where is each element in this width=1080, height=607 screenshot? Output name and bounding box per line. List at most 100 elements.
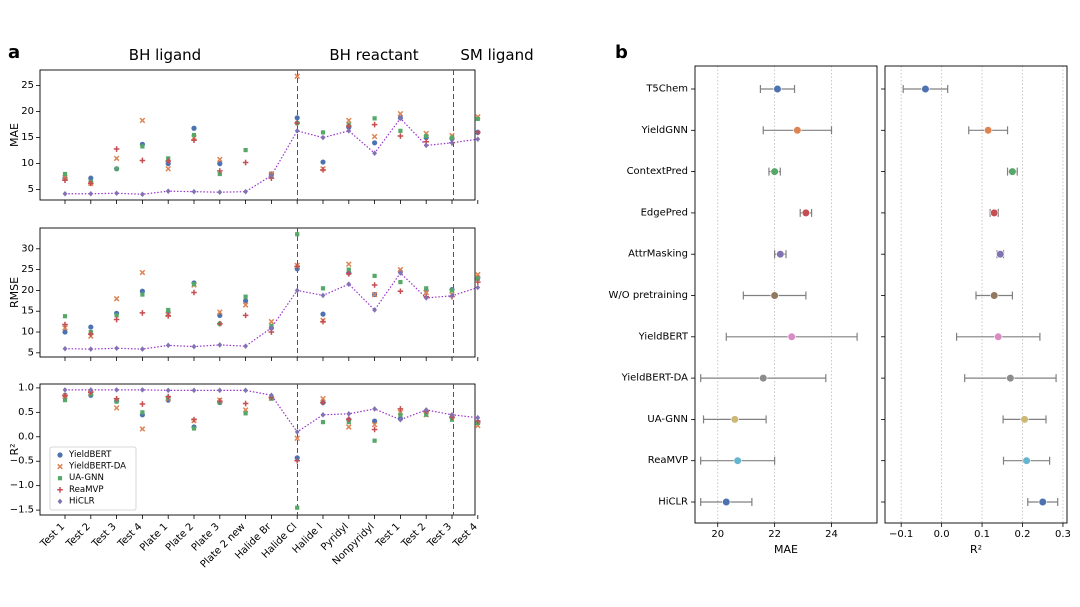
mae-point-reamvp (371, 121, 378, 128)
r2-point-yieldbert (294, 455, 300, 461)
mae-point-yieldbert (372, 140, 378, 146)
rmse-ytick-label: 5 (28, 347, 34, 358)
r2-b-point-yieldbert (994, 332, 1003, 341)
rmse-point-reamvp (242, 312, 249, 319)
mae-point-ua-gnn (424, 133, 429, 139)
mae-point-ua-gnn (217, 171, 222, 177)
rmse-point-hiclr (294, 287, 300, 294)
rmse-point-hiclr (423, 295, 429, 301)
r2-point-reamvp (371, 426, 378, 433)
r2-ytick-label: 1.0 (18, 382, 34, 393)
rmse-point-ua-gnn (62, 314, 68, 319)
rmse-point-yieldbert-da (345, 261, 352, 268)
legend-marker-ua-gnn (57, 476, 63, 481)
panel-label-a: a (8, 42, 20, 63)
mae-b-point-t5chem (773, 84, 782, 94)
r2-point-ua-gnn (243, 411, 248, 416)
r2-point-reamvp (113, 395, 120, 402)
row-label-edgepred: EdgePred (641, 207, 688, 218)
mae-point-hiclr (346, 128, 352, 134)
row-label-yieldbert-da: YieldBERT-DA (621, 373, 689, 384)
rmse-point-ua-gnn (346, 267, 351, 272)
mae-b-point-attrmasking (776, 250, 785, 259)
mae-b-point-edgepred (801, 208, 811, 217)
rmse-ytick-label: 25 (21, 264, 34, 275)
mae-b-xtick-label: 20 (711, 529, 724, 540)
r2-ytick-label: 0.5 (18, 407, 34, 418)
mae-ytick-label: 15 (21, 132, 34, 143)
mae-point-reamvp (113, 146, 120, 152)
rmse-point-hiclr (398, 270, 403, 276)
r2-point-ua-gnn (320, 420, 326, 425)
mae-ytick-label: 10 (21, 158, 34, 169)
rmse-point-hiclr (191, 343, 197, 350)
mae-point-reamvp (346, 123, 352, 129)
mae-point-reamvp (139, 157, 146, 164)
rmse-point-hiclr (243, 343, 248, 349)
r2-ytick-label: −1.5 (10, 505, 34, 516)
r2-point-hiclr (191, 387, 197, 394)
r2-point-yieldbert-da (139, 426, 146, 432)
mae-b-point-ua-gnn (730, 415, 739, 424)
r2-point-hiclr (243, 387, 248, 394)
mae-ytick-label: 20 (21, 106, 34, 117)
mae-point-ua-gnn (114, 166, 119, 171)
row-label-w-o-pretraining: W/O pretraining (609, 290, 688, 301)
mae-point-hiclr (62, 190, 68, 197)
r2-point-ua-gnn (295, 505, 300, 510)
panel-label-b: b (615, 42, 628, 63)
mae-b-point-yieldgnn (793, 126, 802, 135)
mae-point-yieldbert (191, 125, 197, 131)
mae-point-hiclr (320, 134, 326, 141)
mae-point-hiclr (140, 191, 145, 198)
rmse-point-ua-gnn (424, 286, 429, 291)
rmse-point-yieldbert-da (113, 295, 120, 302)
xtick-label-test-2: Test 2 (399, 521, 428, 550)
mae-point-reamvp (397, 133, 404, 139)
r2-point-ua-gnn (424, 412, 429, 417)
mae-ytick-label: 5 (28, 184, 34, 195)
r2-point-ua-gnn (398, 412, 403, 417)
r2-point-hiclr (346, 411, 352, 417)
r2-point-hiclr (114, 387, 119, 393)
rmse-point-yieldbert-da (397, 266, 404, 273)
mae-point-hiclr (294, 128, 300, 134)
rmse-point-reamvp (113, 316, 120, 323)
mae-point-hiclr (217, 189, 223, 195)
r2-point-ua-gnn (372, 438, 377, 443)
mae-point-hiclr (372, 150, 377, 156)
row-label-contextpred: ContextPred (627, 166, 688, 177)
rmse-point-reamvp (88, 331, 94, 337)
r2-b-point-w-o-pretraining (990, 291, 999, 300)
r2-point-yieldbert-da (294, 435, 301, 442)
mae-point-reamvp (242, 159, 249, 166)
rmse-point-hiclr (372, 307, 377, 313)
mae-point-yieldbert (217, 161, 223, 167)
section-label-sm-ligand: SM ligand (460, 46, 533, 64)
rmse-point-hiclr (449, 293, 455, 299)
r2-b-point-edgepred (990, 208, 999, 217)
mae-point-ua-gnn (320, 130, 326, 135)
mae-point-hiclr (114, 190, 119, 197)
legend-label-yieldbert-da: YieldBERT-DA (68, 462, 126, 472)
rmse-point-reamvp (165, 313, 171, 319)
mae-point-yieldbert-da (139, 117, 146, 124)
rmse-point-reamvp (397, 288, 404, 295)
r2-point-hiclr (62, 387, 68, 393)
r2-point-reamvp (346, 416, 352, 422)
mae-point-yieldbert-da (113, 155, 120, 162)
r2-point-reamvp (242, 400, 249, 407)
rmse-point-hiclr (165, 342, 171, 349)
row-label-yieldgnn: YieldGNN (640, 125, 688, 136)
rmse-point-yieldbert-da (216, 309, 223, 315)
mae-b-point-hiclr (722, 497, 731, 507)
r2-point-hiclr (269, 392, 274, 399)
rmse-ytick-label: 30 (21, 243, 34, 254)
mae-point-reamvp (62, 177, 68, 184)
mae-point-yieldbert-da (216, 156, 223, 163)
legend-label-yieldbert: YieldBERT (68, 450, 112, 460)
r2-point-reamvp (397, 406, 404, 412)
mae-point-yieldbert-da (165, 165, 172, 172)
rmse-ylabel: RMSE (8, 277, 21, 308)
mae-point-ua-gnn (191, 132, 197, 138)
